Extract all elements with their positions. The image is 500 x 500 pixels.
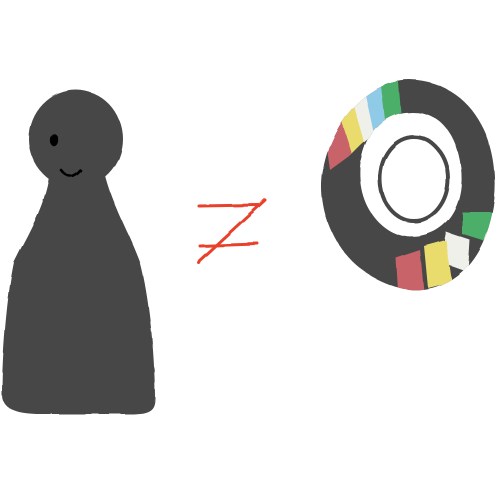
- not-equal-icon: [196, 198, 267, 264]
- pawn-figure-icon: [2, 90, 155, 414]
- figure-head: [29, 90, 123, 188]
- ring-right-stripe-yellow: [424, 240, 452, 288]
- ring-right-stripe-red: [396, 250, 424, 290]
- not-equal-slash: [196, 198, 267, 264]
- ring-inner-circle-outline: [378, 135, 450, 223]
- ring-stripe-red: [326, 116, 352, 170]
- not-equal-top-bar: [197, 203, 260, 208]
- figure-smile: [59, 168, 82, 178]
- figure-eye: [49, 133, 59, 147]
- figure-body: [2, 170, 155, 414]
- not-equal-bottom-bar: [198, 242, 260, 248]
